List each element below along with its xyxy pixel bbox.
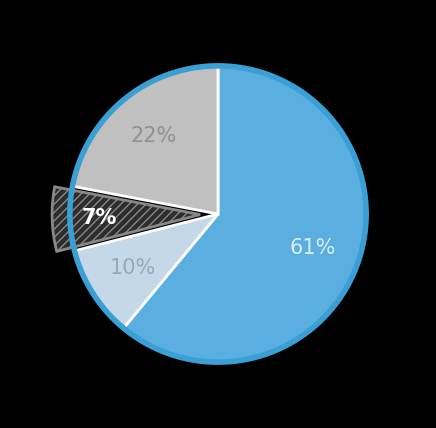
Wedge shape [52, 187, 200, 251]
Text: 10%: 10% [110, 258, 156, 278]
Text: 61%: 61% [290, 238, 336, 258]
Text: 7%: 7% [82, 208, 117, 228]
Wedge shape [75, 214, 218, 328]
Text: 22%: 22% [131, 126, 177, 146]
Wedge shape [72, 66, 218, 214]
Wedge shape [123, 66, 366, 362]
